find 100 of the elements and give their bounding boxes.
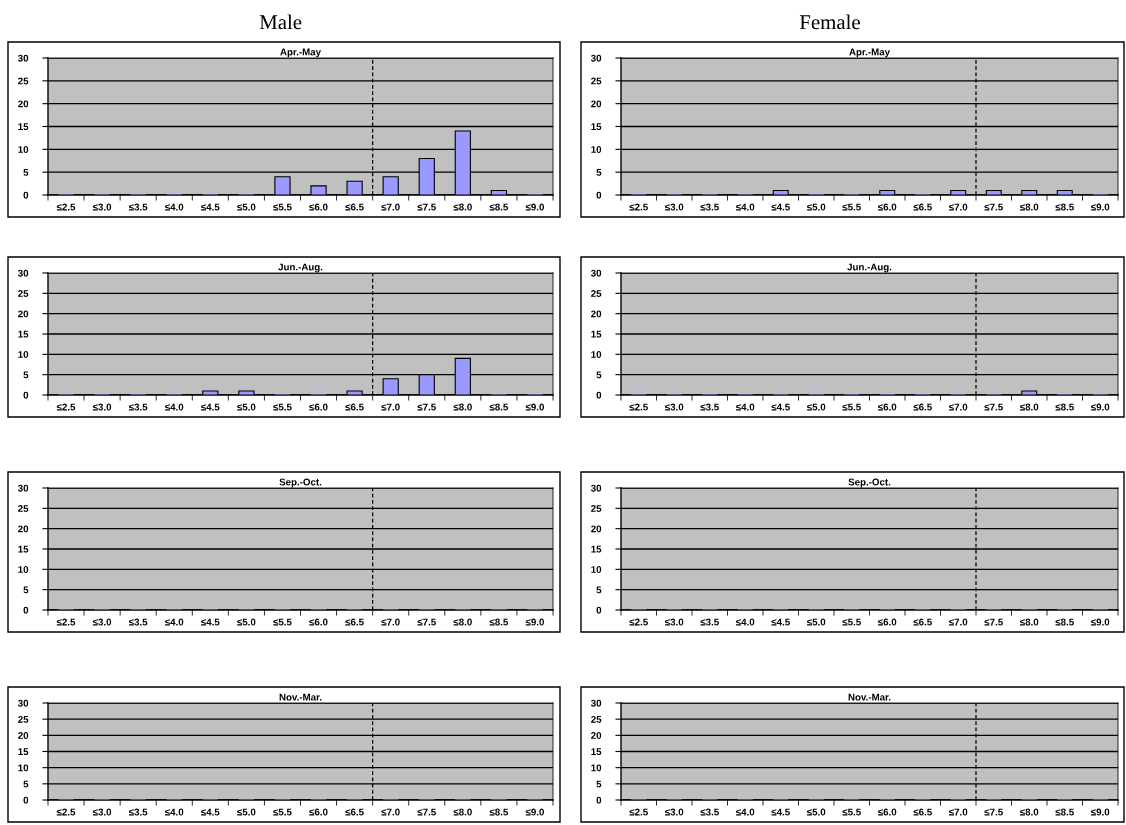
x-tick-label: ≤7.0: [949, 203, 968, 211]
x-tick-label: ≤3.0: [92, 203, 112, 211]
y-tick-label: 20: [591, 100, 602, 108]
y-tick-label: 15: [18, 123, 29, 131]
x-tick-label: ≤8.0: [453, 808, 472, 816]
x-tick-label: ≤6.0: [309, 203, 328, 211]
x-tick-label: ≤2.5: [56, 203, 76, 211]
x-tick-label: ≤8.5: [1055, 403, 1074, 411]
x-tick-label: ≤7.0: [949, 808, 968, 816]
x-tick-label: ≤2.5: [56, 808, 76, 816]
x-tick-label: ≤7.5: [984, 203, 1003, 211]
y-tick-label: 25: [591, 505, 602, 512]
y-tick-label: 30: [17, 699, 29, 707]
x-tick-label: ≤6.0: [309, 618, 328, 626]
y-tick-label: 15: [18, 748, 29, 756]
chart-subtitle: Jun.-Aug.: [278, 263, 323, 273]
y-tick-label: 10: [591, 764, 602, 772]
y-tick-label: 30: [17, 269, 29, 277]
y-tick-label: 30: [17, 54, 29, 62]
y-tick-label: 30: [590, 269, 602, 277]
x-tick-label: ≤5.0: [237, 203, 256, 211]
y-tick-label: 10: [18, 351, 29, 358]
chart-subtitle: Sep.-Oct.: [279, 478, 322, 488]
y-tick-label: 30: [590, 699, 602, 707]
x-tick-label: ≤5.0: [807, 618, 826, 626]
x-tick-label: ≤6.5: [345, 618, 364, 626]
x-tick-label: ≤8.0: [1020, 403, 1039, 411]
y-tick-label: 20: [18, 100, 29, 108]
x-tick-label: ≤8.0: [453, 203, 472, 211]
x-tick-label: ≤7.5: [417, 618, 436, 626]
x-tick-label: ≤3.5: [128, 808, 148, 816]
x-tick-label: ≤3.0: [92, 618, 112, 626]
x-tick-label: ≤6.5: [345, 203, 364, 211]
y-tick-label: 10: [591, 351, 602, 358]
x-tick-label: ≤4.5: [201, 618, 220, 626]
x-tick-label: ≤2.5: [629, 203, 648, 211]
x-tick-label: ≤8.5: [1055, 618, 1074, 626]
x-tick-label: ≤5.0: [807, 403, 826, 411]
y-tick-label: 0: [596, 191, 602, 199]
x-tick-label: ≤3.5: [700, 618, 719, 626]
x-tick-label: ≤7.5: [417, 203, 436, 211]
x-tick-label: ≤4.0: [165, 618, 184, 626]
x-tick-label: ≤7.5: [417, 403, 436, 411]
x-tick-label: ≤8.5: [1055, 808, 1074, 816]
x-tick-label: ≤6.5: [913, 403, 932, 411]
y-tick-label: 20: [18, 525, 29, 533]
x-tick-label: ≤5.5: [842, 203, 861, 211]
y-tick-label: 0: [23, 606, 29, 614]
y-tick-label: 25: [591, 290, 602, 297]
x-tick-label: ≤9.0: [525, 618, 544, 626]
x-tick-label: ≤8.0: [1020, 808, 1039, 816]
y-tick-label: 0: [596, 606, 602, 614]
x-tick-label: ≤4.5: [201, 203, 220, 211]
x-tick-label: ≤6.0: [878, 808, 897, 816]
x-tick-label: ≤8.0: [1020, 618, 1039, 626]
y-tick-label: 10: [591, 566, 602, 573]
y-tick-label: 5: [596, 169, 602, 176]
x-tick-label: ≤3.5: [700, 808, 719, 816]
x-tick-label: ≤5.0: [807, 808, 826, 816]
y-tick-label: 20: [591, 525, 602, 533]
y-tick-label: 10: [18, 764, 29, 772]
y-tick-label: 20: [591, 310, 602, 318]
chart-subtitle: Sep.-Oct.: [848, 478, 891, 488]
x-tick-label: ≤4.0: [736, 808, 755, 816]
x-tick-label: ≤2.5: [629, 403, 648, 411]
y-tick-label: 5: [23, 586, 29, 594]
y-tick-label: 25: [591, 77, 602, 85]
x-tick-label: ≤7.0: [949, 618, 968, 626]
x-tick-label: ≤8.5: [1055, 203, 1074, 211]
x-tick-label: ≤2.5: [629, 618, 648, 626]
x-tick-label: ≤2.5: [629, 808, 648, 816]
y-tick-label: 5: [23, 780, 29, 788]
x-tick-label: ≤8.0: [453, 403, 472, 411]
x-tick-label: ≤3.5: [700, 203, 719, 211]
x-tick-label: ≤7.5: [417, 808, 436, 816]
y-tick-label: 0: [23, 796, 29, 804]
x-tick-label: ≤2.5: [56, 618, 76, 626]
x-tick-label: ≤6.5: [913, 808, 932, 816]
x-tick-label: ≤7.0: [949, 403, 968, 411]
chart-title: Female: [799, 14, 860, 30]
x-tick-label: ≤9.0: [1091, 808, 1110, 816]
chart-subtitle: Apr.-May: [280, 48, 321, 58]
x-tick-label: ≤6.0: [878, 203, 897, 211]
x-tick-label: ≤4.0: [165, 203, 184, 211]
x-tick-label: ≤7.0: [381, 808, 400, 816]
x-tick-label: ≤7.5: [984, 808, 1003, 816]
y-tick-label: 25: [18, 290, 29, 297]
y-tick-label: 5: [596, 586, 602, 594]
x-tick-label: ≤4.0: [736, 618, 755, 626]
chart-subtitle: Nov.-Mar.: [279, 693, 322, 701]
x-tick-label: ≤3.0: [665, 203, 684, 211]
x-tick-label: ≤6.5: [345, 403, 364, 411]
x-tick-label: ≤2.5: [56, 403, 76, 411]
y-tick-label: 5: [23, 371, 29, 379]
x-tick-label: ≤6.5: [913, 203, 932, 211]
y-tick-label: 25: [18, 715, 29, 723]
y-tick-label: 5: [23, 169, 29, 176]
x-tick-label: ≤5.5: [842, 403, 861, 411]
x-tick-label: ≤9.0: [1091, 403, 1110, 411]
x-tick-label: ≤9.0: [525, 403, 544, 411]
